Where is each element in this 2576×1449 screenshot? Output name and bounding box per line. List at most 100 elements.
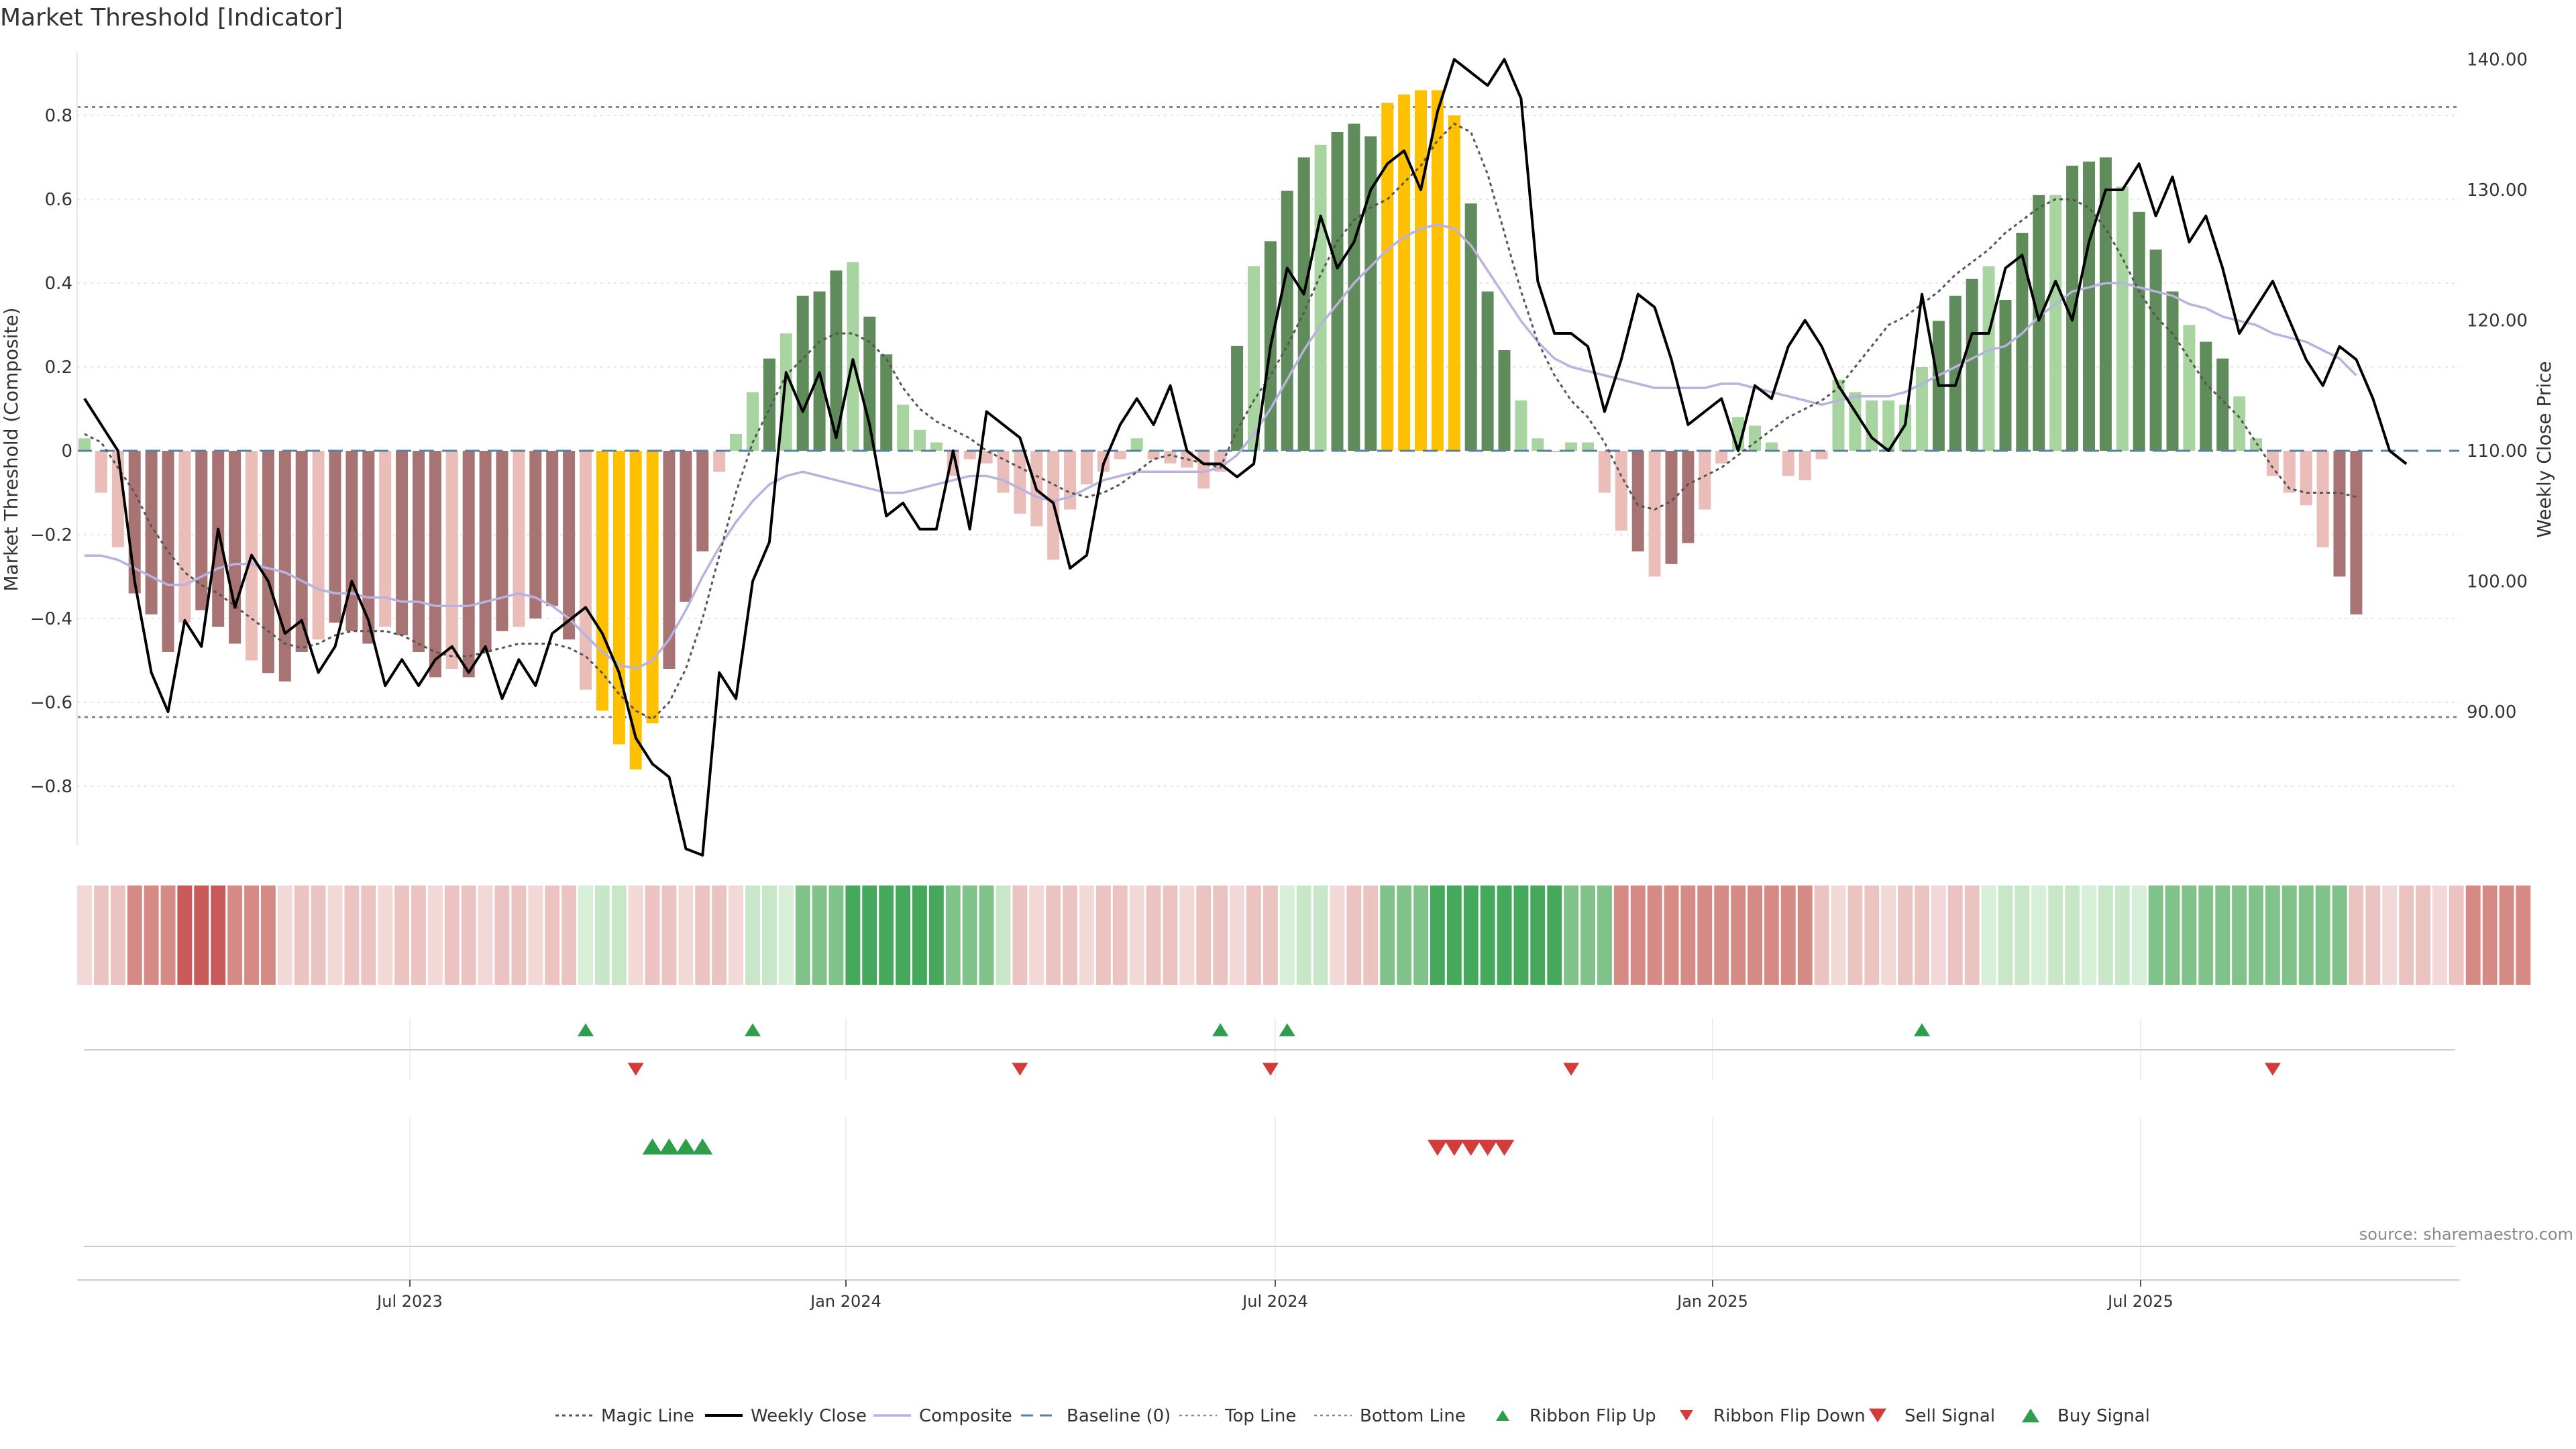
ribbon-cell	[427, 885, 443, 985]
composite-bar	[612, 451, 625, 745]
ribbon-cell	[828, 885, 844, 985]
ribbon-cell	[1931, 885, 1946, 985]
ribbon-cell	[1580, 885, 1595, 985]
ribbon-cell	[1964, 885, 1980, 985]
composite-bar	[1982, 266, 1995, 451]
ribbon-cell	[1279, 885, 1295, 985]
ribbon-cell	[1063, 885, 1077, 985]
ribbon-cell	[2015, 885, 2030, 985]
ribbon-cell	[177, 885, 193, 985]
ribbon-cell	[194, 885, 209, 985]
overlay-lines	[77, 58, 2459, 857]
composite-bar	[111, 451, 124, 547]
composite-bar	[897, 405, 910, 451]
composite-line	[85, 223, 2357, 670]
composite-bar	[1181, 451, 1193, 468]
legend-label: Buy Signal	[2057, 1406, 2150, 1426]
composite-bar	[2066, 166, 2079, 451]
ribbon-cell	[344, 885, 360, 985]
composite-bar	[1598, 451, 1611, 493]
y-tick-label-left: 0.4	[45, 274, 72, 294]
ribbon-cell	[110, 885, 125, 985]
composite-bar	[2250, 438, 2262, 451]
legend-label: Ribbon Flip Up	[1529, 1406, 1656, 1426]
ribbon-cell	[1814, 885, 1829, 985]
ribbon-cell	[1898, 885, 1913, 985]
composite-bar	[1498, 350, 1511, 451]
ribbon-cell	[2031, 885, 2047, 985]
ribbon-flip-down-marker	[1012, 1063, 1028, 1076]
composite-bar	[1348, 123, 1360, 451]
ribbon-flip-up-marker	[1212, 1023, 1229, 1036]
y-tick-label-right: 120.00	[2467, 311, 2528, 331]
ribbon-cell	[1630, 885, 1646, 985]
composite-bar	[1999, 300, 2012, 451]
ribbon-cell	[1480, 885, 1495, 985]
ribbon-cell	[2282, 885, 2297, 985]
y-tick-label-right: 100.00	[2467, 572, 2528, 592]
ribbon-cell	[2349, 885, 2364, 985]
ribbon-cell	[795, 885, 810, 985]
ribbon-cell	[678, 885, 694, 985]
composite-bar	[2016, 233, 2029, 451]
ribbon-cell	[511, 885, 527, 985]
ribbon-cell	[661, 885, 677, 985]
composite-bar	[445, 451, 458, 669]
ribbon-cell	[945, 885, 961, 985]
composite-bar	[1464, 203, 1477, 451]
ribbon-cell	[611, 885, 627, 985]
composite-bar	[1297, 157, 1310, 451]
ribbon-cell	[2165, 885, 2180, 985]
ribbon-cell	[2432, 885, 2447, 985]
composite-bar	[278, 451, 291, 682]
ribbon-flip-down-marker	[2264, 1063, 2281, 1076]
ribbon-cell	[277, 885, 292, 985]
composite-bar	[1381, 103, 1394, 451]
composite-bar	[1448, 115, 1460, 451]
legend-swatch	[1496, 1410, 1509, 1421]
composite-bar	[195, 451, 208, 610]
y-axis-right: 140.00 130.00 120.00 110.00 100.00 90.00	[2467, 50, 2528, 723]
ribbon-cell	[2416, 885, 2430, 985]
ribbon-cell	[244, 885, 259, 985]
ribbon-cell	[1731, 885, 1746, 985]
composite-bar	[930, 442, 943, 451]
ribbon-cell	[1213, 885, 1228, 985]
composite-bar	[563, 451, 576, 640]
composite-bar	[763, 358, 775, 451]
ribbon-cell	[545, 885, 560, 985]
y-tick-label-left: 0	[61, 441, 72, 462]
composite-bar	[1782, 451, 1794, 476]
y-tick-label-right: 90.00	[2467, 702, 2516, 722]
ribbon-cell	[94, 885, 109, 985]
ribbon-cell	[778, 885, 794, 985]
y-tick-label-left: −0.2	[30, 525, 72, 545]
composite-bar	[312, 451, 325, 640]
x-tick-label: Jan 2024	[809, 1292, 881, 1311]
composite-bar	[730, 434, 743, 451]
composite-bar	[1699, 451, 1711, 510]
composite-bar	[663, 451, 676, 669]
legend-label: Baseline (0)	[1067, 1406, 1171, 1426]
ribbon-cell	[712, 885, 727, 985]
composite-bar	[2350, 451, 2363, 614]
composite-bar	[2233, 396, 2246, 451]
composite-bar	[178, 451, 191, 623]
ribbon-cell	[2232, 885, 2247, 985]
composite-bar	[2116, 186, 2129, 451]
composite-bar	[1398, 94, 1411, 451]
legend-label: Ribbon Flip Down	[1713, 1406, 1866, 1426]
composite-bar	[2266, 451, 2279, 476]
ribbon-cell	[1780, 885, 1796, 985]
ribbon-cell	[411, 885, 426, 985]
y-tick-label-left: −0.8	[30, 777, 72, 797]
ribbon-cell	[979, 885, 994, 985]
y-tick-label-right: 110.00	[2467, 441, 2528, 462]
ribbon-cell	[845, 885, 861, 985]
composite-bar	[1431, 90, 1444, 451]
composite-bar	[145, 451, 158, 614]
ribbon-cell	[1530, 885, 1546, 985]
ribbon-cell	[1129, 885, 1144, 985]
ribbon-cell	[227, 885, 243, 985]
